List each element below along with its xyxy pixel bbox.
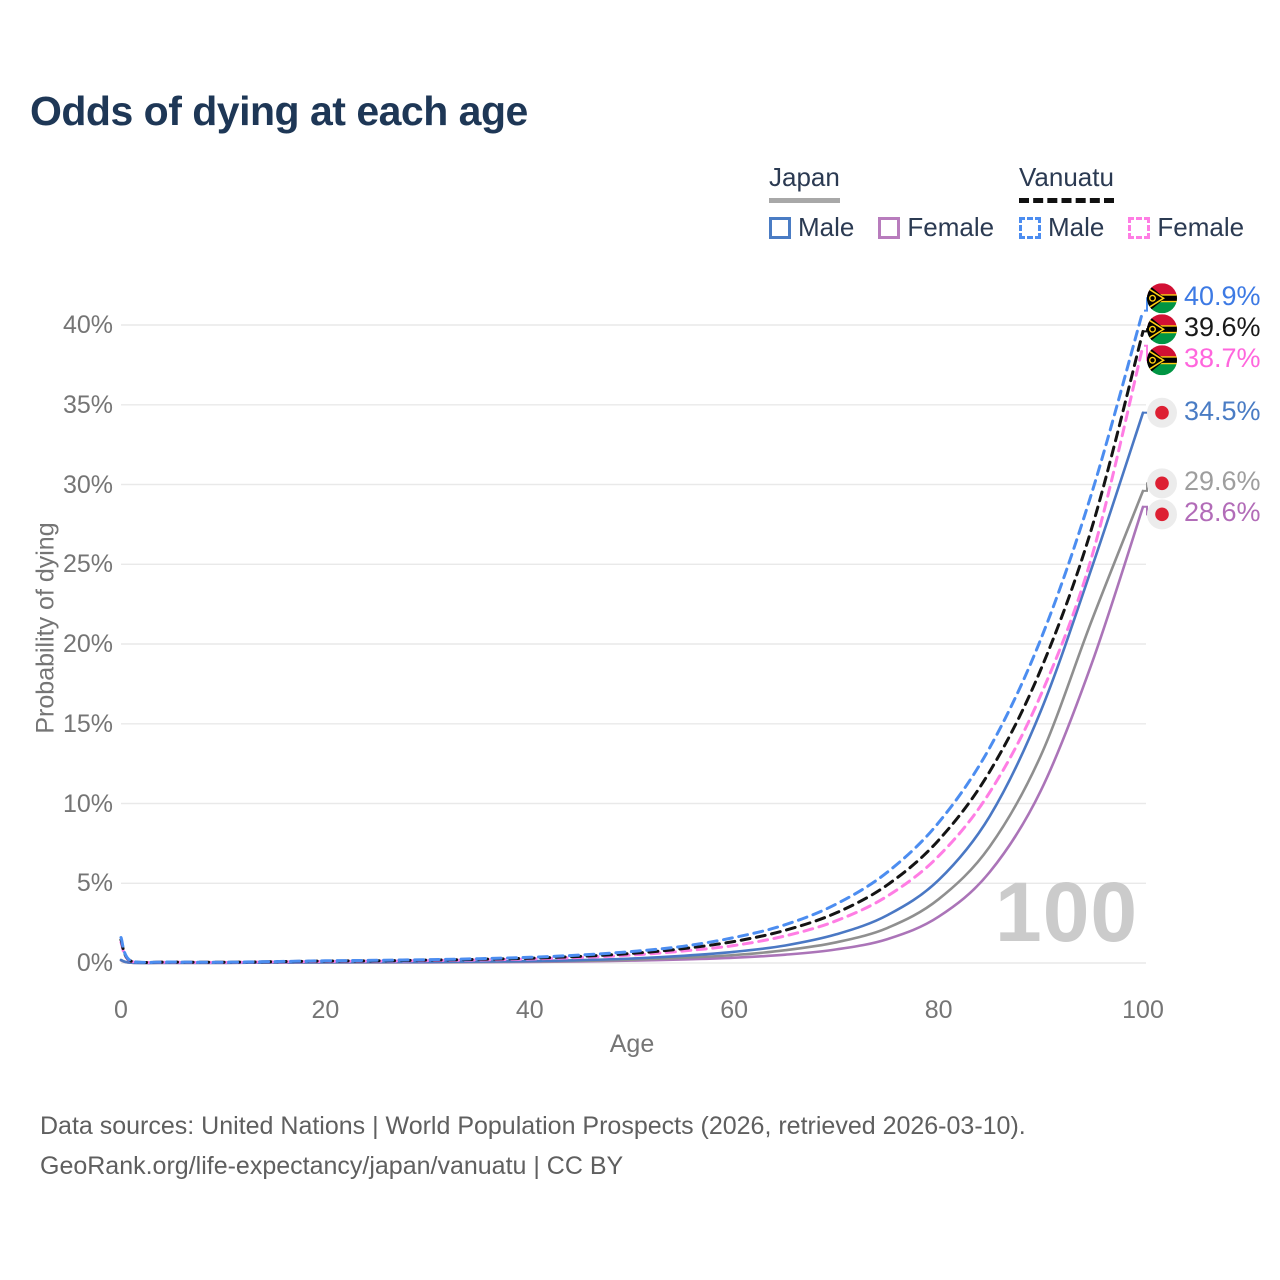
x-tick-label: 20 [311,996,340,1024]
legend-item-vanuatu-male[interactable]: Male [1019,212,1104,243]
end-value-label-vanuatu-male: 40.9% [1184,281,1261,312]
x-tick-label: 80 [924,996,953,1024]
legend-vanuatu-row: Male Female [1019,212,1244,243]
japan-flag-icon [1147,397,1177,428]
vanuatu-flag-icon [1147,345,1177,376]
series-curves [119,309,1145,965]
gridlines [121,324,1146,964]
footer-url-line: GeoRank.org/life-expectancy/japan/vanuat… [40,1152,624,1180]
y-tick-label: 20% [62,630,113,658]
japan-female-swatch [878,216,901,239]
legend-japan: Japan Male Female [769,162,994,243]
y-tick-label: 0% [76,949,113,977]
x-tick-label: 100 [1122,996,1164,1024]
series-line-japan-all [119,489,1145,965]
japan-flag-icon [1147,468,1177,499]
legend-item-vanuatu-female[interactable]: Female [1128,212,1244,243]
legend-item-japan-male[interactable]: Male [769,212,854,243]
y-tick-label: 15% [62,709,113,738]
end-value-label-japan-male: 34.5% [1184,395,1261,426]
vanuatu-flag-icon [1147,314,1177,345]
end-value-label-vanuatu-female: 38.7% [1184,343,1261,374]
legend-item-label: Female [907,212,995,242]
end-value-label-japan-all: 29.6% [1184,466,1261,497]
y-tick-label: 10% [62,789,113,818]
footer-source-line: Data sources: United Nations | World Pop… [40,1112,1026,1140]
legend-japan-row: Male Female [769,212,994,243]
y-tick-label: 40% [62,311,113,339]
vanuatu-flag-icon [1147,283,1177,314]
japan-flag-icon [1147,499,1177,530]
legend-vanuatu-title[interactable]: Vanuatu [1019,162,1114,203]
x-tick-label: 0 [114,996,128,1024]
y-tick-label: 30% [62,470,113,499]
x-tick-label: 60 [720,996,749,1024]
japan-male-swatch [769,216,791,239]
legend-item-label: Female [1157,212,1245,242]
series-line-vanuatu-all [119,329,1145,964]
y-tick-label: 5% [76,869,113,898]
y-tick-label: 25% [62,550,113,579]
legend-item-label: Male [1048,212,1105,242]
legend-item-label: Male [798,212,855,242]
footer: Data sources: United Nations | World Pop… [40,1106,1026,1186]
vanuatu-female-swatch [1128,216,1151,239]
x-tick-label: 40 [515,996,544,1024]
legend-item-japan-female[interactable]: Female [878,212,994,243]
series-line-vanuatu-female [119,344,1145,965]
series-line-vanuatu-male [119,309,1145,964]
end-value-label-vanuatu-all: 39.6% [1184,312,1261,343]
y-tick-label: 35% [62,390,113,419]
series-line-japan-male [119,411,1145,965]
x-axis-title: Age [609,1030,655,1058]
age-frame-annotation: 100 [995,865,1139,959]
legend-japan-title[interactable]: Japan [769,162,840,203]
end-connectors-and-flags [1144,283,1177,530]
series-line-japan-female [119,505,1145,965]
legend-vanuatu: Vanuatu Male Female [1019,162,1244,243]
vanuatu-male-swatch [1019,216,1041,239]
end-value-label-japan-female: 28.6% [1184,497,1261,528]
page-title: Odds of dying at each age [30,88,528,134]
